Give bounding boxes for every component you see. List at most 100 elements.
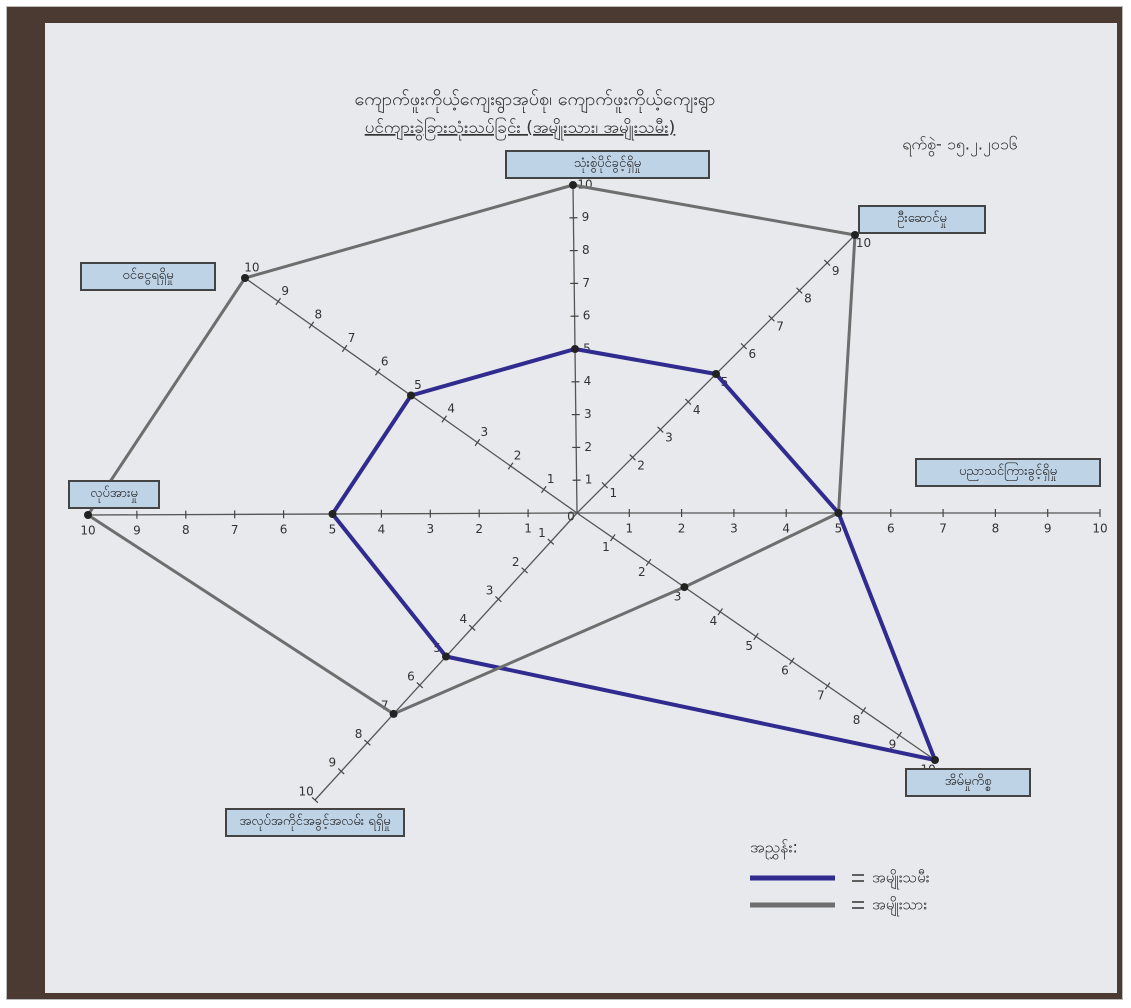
axis-label: လုပ်အားမှု — [68, 480, 160, 509]
tick-mark — [717, 608, 723, 616]
tick-label: 1 — [547, 472, 555, 486]
tick-label: 9 — [281, 284, 289, 298]
tick-label: 7 — [776, 319, 784, 333]
tick-label: 10 — [856, 236, 871, 250]
tick-label: 2 — [475, 522, 483, 536]
tick-label: 3 — [426, 522, 434, 536]
tick-label: 3 — [486, 584, 494, 598]
tick-mark — [824, 682, 831, 690]
tick-label: 8 — [853, 713, 861, 727]
legend-label: အမျိုးသား — [872, 896, 927, 917]
tick-mark — [645, 558, 652, 567]
paper — [45, 23, 1117, 993]
data-point — [571, 345, 579, 353]
tick-label: 4 — [460, 612, 468, 626]
tick-label: 9 — [889, 738, 897, 752]
tick-mark — [684, 398, 692, 406]
data-point — [834, 509, 843, 517]
data-point — [569, 181, 577, 189]
axis-label: သုံးစွဲပိုင်ခွင့်ရှိမှု — [505, 150, 710, 179]
tick-label: 3 — [674, 589, 682, 603]
tick-label: 10 — [1092, 522, 1107, 536]
tick-label: 4 — [782, 522, 790, 536]
date: ရက်စွဲ- ၁၅.၂.၂၀၁၆ — [902, 135, 1018, 157]
tick-label: 1 — [538, 526, 546, 540]
tick-label: 2 — [514, 449, 522, 463]
tick-label: 3 — [584, 407, 592, 421]
axis-label: ဝင်ငွေရရှိမှု — [80, 262, 216, 291]
tick-label: 5 — [414, 378, 422, 392]
data-point — [442, 652, 450, 661]
tick-mark — [521, 567, 528, 574]
tick-label: 6 — [381, 355, 389, 369]
tick-label: 1 — [585, 473, 593, 487]
tick-mark — [308, 321, 315, 329]
tick-label: 4 — [693, 403, 701, 417]
tick-label: 5 — [583, 341, 591, 355]
tick-label: 2 — [638, 565, 646, 579]
tick-mark — [311, 796, 319, 804]
tick-mark — [495, 595, 502, 603]
tick-label: 8 — [992, 522, 1000, 536]
tick-label: 6 — [280, 523, 288, 537]
tick-label: 7 — [231, 523, 239, 537]
tick-label: 7 — [582, 276, 590, 290]
tick-label: 5 — [835, 522, 843, 536]
tick-label: 3 — [730, 522, 738, 536]
tick-label: 4 — [710, 614, 718, 628]
tick-label: 7 — [348, 331, 356, 345]
tick-label: 6 — [583, 309, 591, 323]
tick-mark — [275, 297, 282, 306]
tick-label: 7 — [381, 698, 389, 712]
data-point — [712, 370, 720, 378]
data-point — [84, 511, 92, 519]
tick-label: 1 — [524, 522, 532, 536]
tick-label: 10 — [80, 524, 95, 538]
tick-mark — [468, 624, 476, 631]
chart-subtitle: ပင်ကျားခွဲခြားသုံးသပ်ခြင်း (အမျိုးသား၊ အ… — [365, 116, 676, 141]
tick-mark — [610, 534, 616, 542]
tick-mark — [341, 344, 348, 353]
tick-label: 8 — [315, 308, 323, 322]
tick-label: 4 — [584, 374, 592, 388]
tick-mark — [507, 462, 514, 470]
tick-label: 1 — [609, 486, 617, 500]
tick-label: 2 — [584, 440, 592, 454]
tick-label: 6 — [407, 670, 415, 684]
tick-label: 9 — [1044, 522, 1052, 536]
tick-mark — [337, 768, 345, 775]
tick-label: 2 — [637, 458, 645, 472]
axis-label: ပညာသင်ကြားခွင့်ရှိမှု — [915, 458, 1101, 487]
tick-mark — [657, 426, 664, 433]
tick-label: 9 — [832, 264, 840, 278]
tick-label: 10 — [244, 261, 259, 275]
tick-mark — [740, 342, 748, 350]
tick-label: 1 — [602, 540, 610, 554]
tick-label: 6 — [887, 522, 895, 536]
data-point — [389, 709, 398, 718]
tick-label: 7 — [817, 688, 825, 702]
tick-mark — [374, 368, 381, 376]
tick-mark — [629, 454, 636, 461]
tick-mark — [753, 632, 759, 641]
data-point — [931, 756, 939, 764]
tick-label: 9 — [329, 756, 337, 770]
tick-label: 4 — [447, 402, 455, 416]
axis-label: အိမ်မှုကိစ္စ — [905, 768, 1031, 797]
legend-title: အညွှန်း: — [750, 838, 798, 860]
tick-label: 3 — [481, 425, 489, 439]
tick-label: 8 — [804, 292, 812, 306]
legend-label: အမျိုးသမီး — [872, 869, 930, 890]
tick-label: 10 — [298, 784, 313, 798]
tick-label: 8 — [582, 243, 590, 257]
tick-label: 8 — [355, 727, 363, 741]
tick-mark — [896, 731, 902, 739]
tick-label: 9 — [133, 523, 141, 537]
series-polygon — [330, 347, 937, 762]
data-point — [328, 510, 337, 518]
tick-mark — [601, 481, 609, 489]
data-point — [407, 391, 415, 400]
tick-mark — [547, 538, 555, 545]
tick-label: 8 — [182, 523, 190, 537]
